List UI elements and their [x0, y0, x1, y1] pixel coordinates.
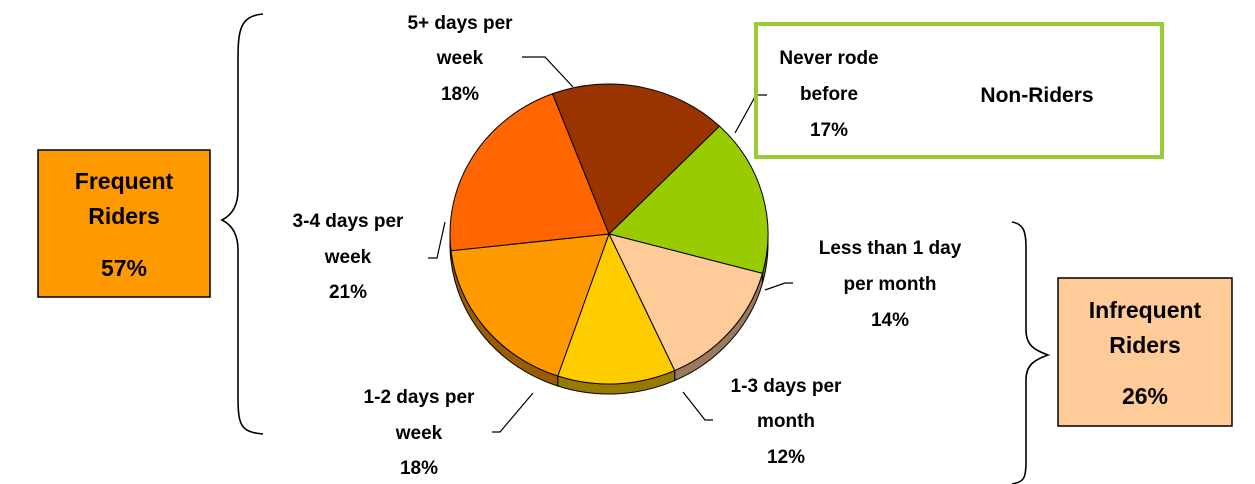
infrequent-riders-title-2: Riders — [1109, 332, 1181, 358]
leader-line-1-2 — [492, 392, 534, 433]
label-1-2-line1: 1-2 days per — [364, 387, 475, 408]
leader-line-3-4 — [428, 221, 446, 259]
label-less1-line2: per month — [844, 274, 937, 295]
non-riders-box — [754, 22, 1164, 159]
label-1-2-pct: 18% — [400, 458, 438, 479]
leader-line-less1 — [764, 282, 793, 291]
infrequent-riders-pct: 26% — [1122, 383, 1168, 409]
frequent-riders-brace — [220, 13, 264, 435]
frequent-riders-title-1: Frequent — [75, 168, 174, 194]
label-5plus-line2: week — [436, 48, 484, 69]
label-1-3-pct: 12% — [767, 447, 805, 468]
leader-line-never — [734, 94, 767, 134]
pie-slice-less-than-1-day-per-month — [608, 233, 764, 372]
label-5plus-line1: 5+ days per — [407, 13, 513, 34]
frequent-riders-box — [37, 149, 211, 298]
pie-slice-1-3-days-per-month — [557, 232, 676, 385]
frequent-riders-title-2: Riders — [88, 203, 160, 229]
label-3-4-line2: week — [324, 247, 372, 268]
pie-slices — [449, 83, 769, 385]
pie-slice-never-rode-before — [608, 125, 769, 274]
pie-slice-5plus-days-per-week — [551, 83, 721, 235]
label-less1-line1: Less than 1 day — [819, 238, 962, 259]
infrequent-riders-title-1: Infrequent — [1089, 297, 1202, 323]
pie-slice-1-2-days-per-week — [450, 233, 610, 377]
leader-line-1-3 — [682, 391, 713, 421]
label-never-line1: Never rode — [779, 48, 878, 69]
label-3-4-pct: 21% — [329, 282, 367, 303]
frequent-riders-pct: 57% — [101, 255, 147, 281]
label-1-2-line2: week — [395, 423, 443, 444]
leader-line-5plus — [522, 56, 574, 88]
label-1-3-line1: 1-3 days per — [731, 376, 842, 397]
infrequent-riders-box — [1057, 277, 1233, 427]
label-never-pct: 17% — [810, 120, 848, 141]
non-riders-title: Non-Riders — [980, 84, 1093, 107]
pie-slice-3-4-days-per-week — [449, 93, 610, 252]
label-5plus-pct: 18% — [441, 84, 479, 105]
infrequent-riders-brace — [1011, 221, 1051, 484]
label-less1-pct: 14% — [871, 310, 909, 331]
label-1-3-line2: month — [757, 411, 815, 432]
label-3-4-line1: 3-4 days per — [293, 211, 404, 232]
label-never-line2: before — [800, 84, 858, 105]
